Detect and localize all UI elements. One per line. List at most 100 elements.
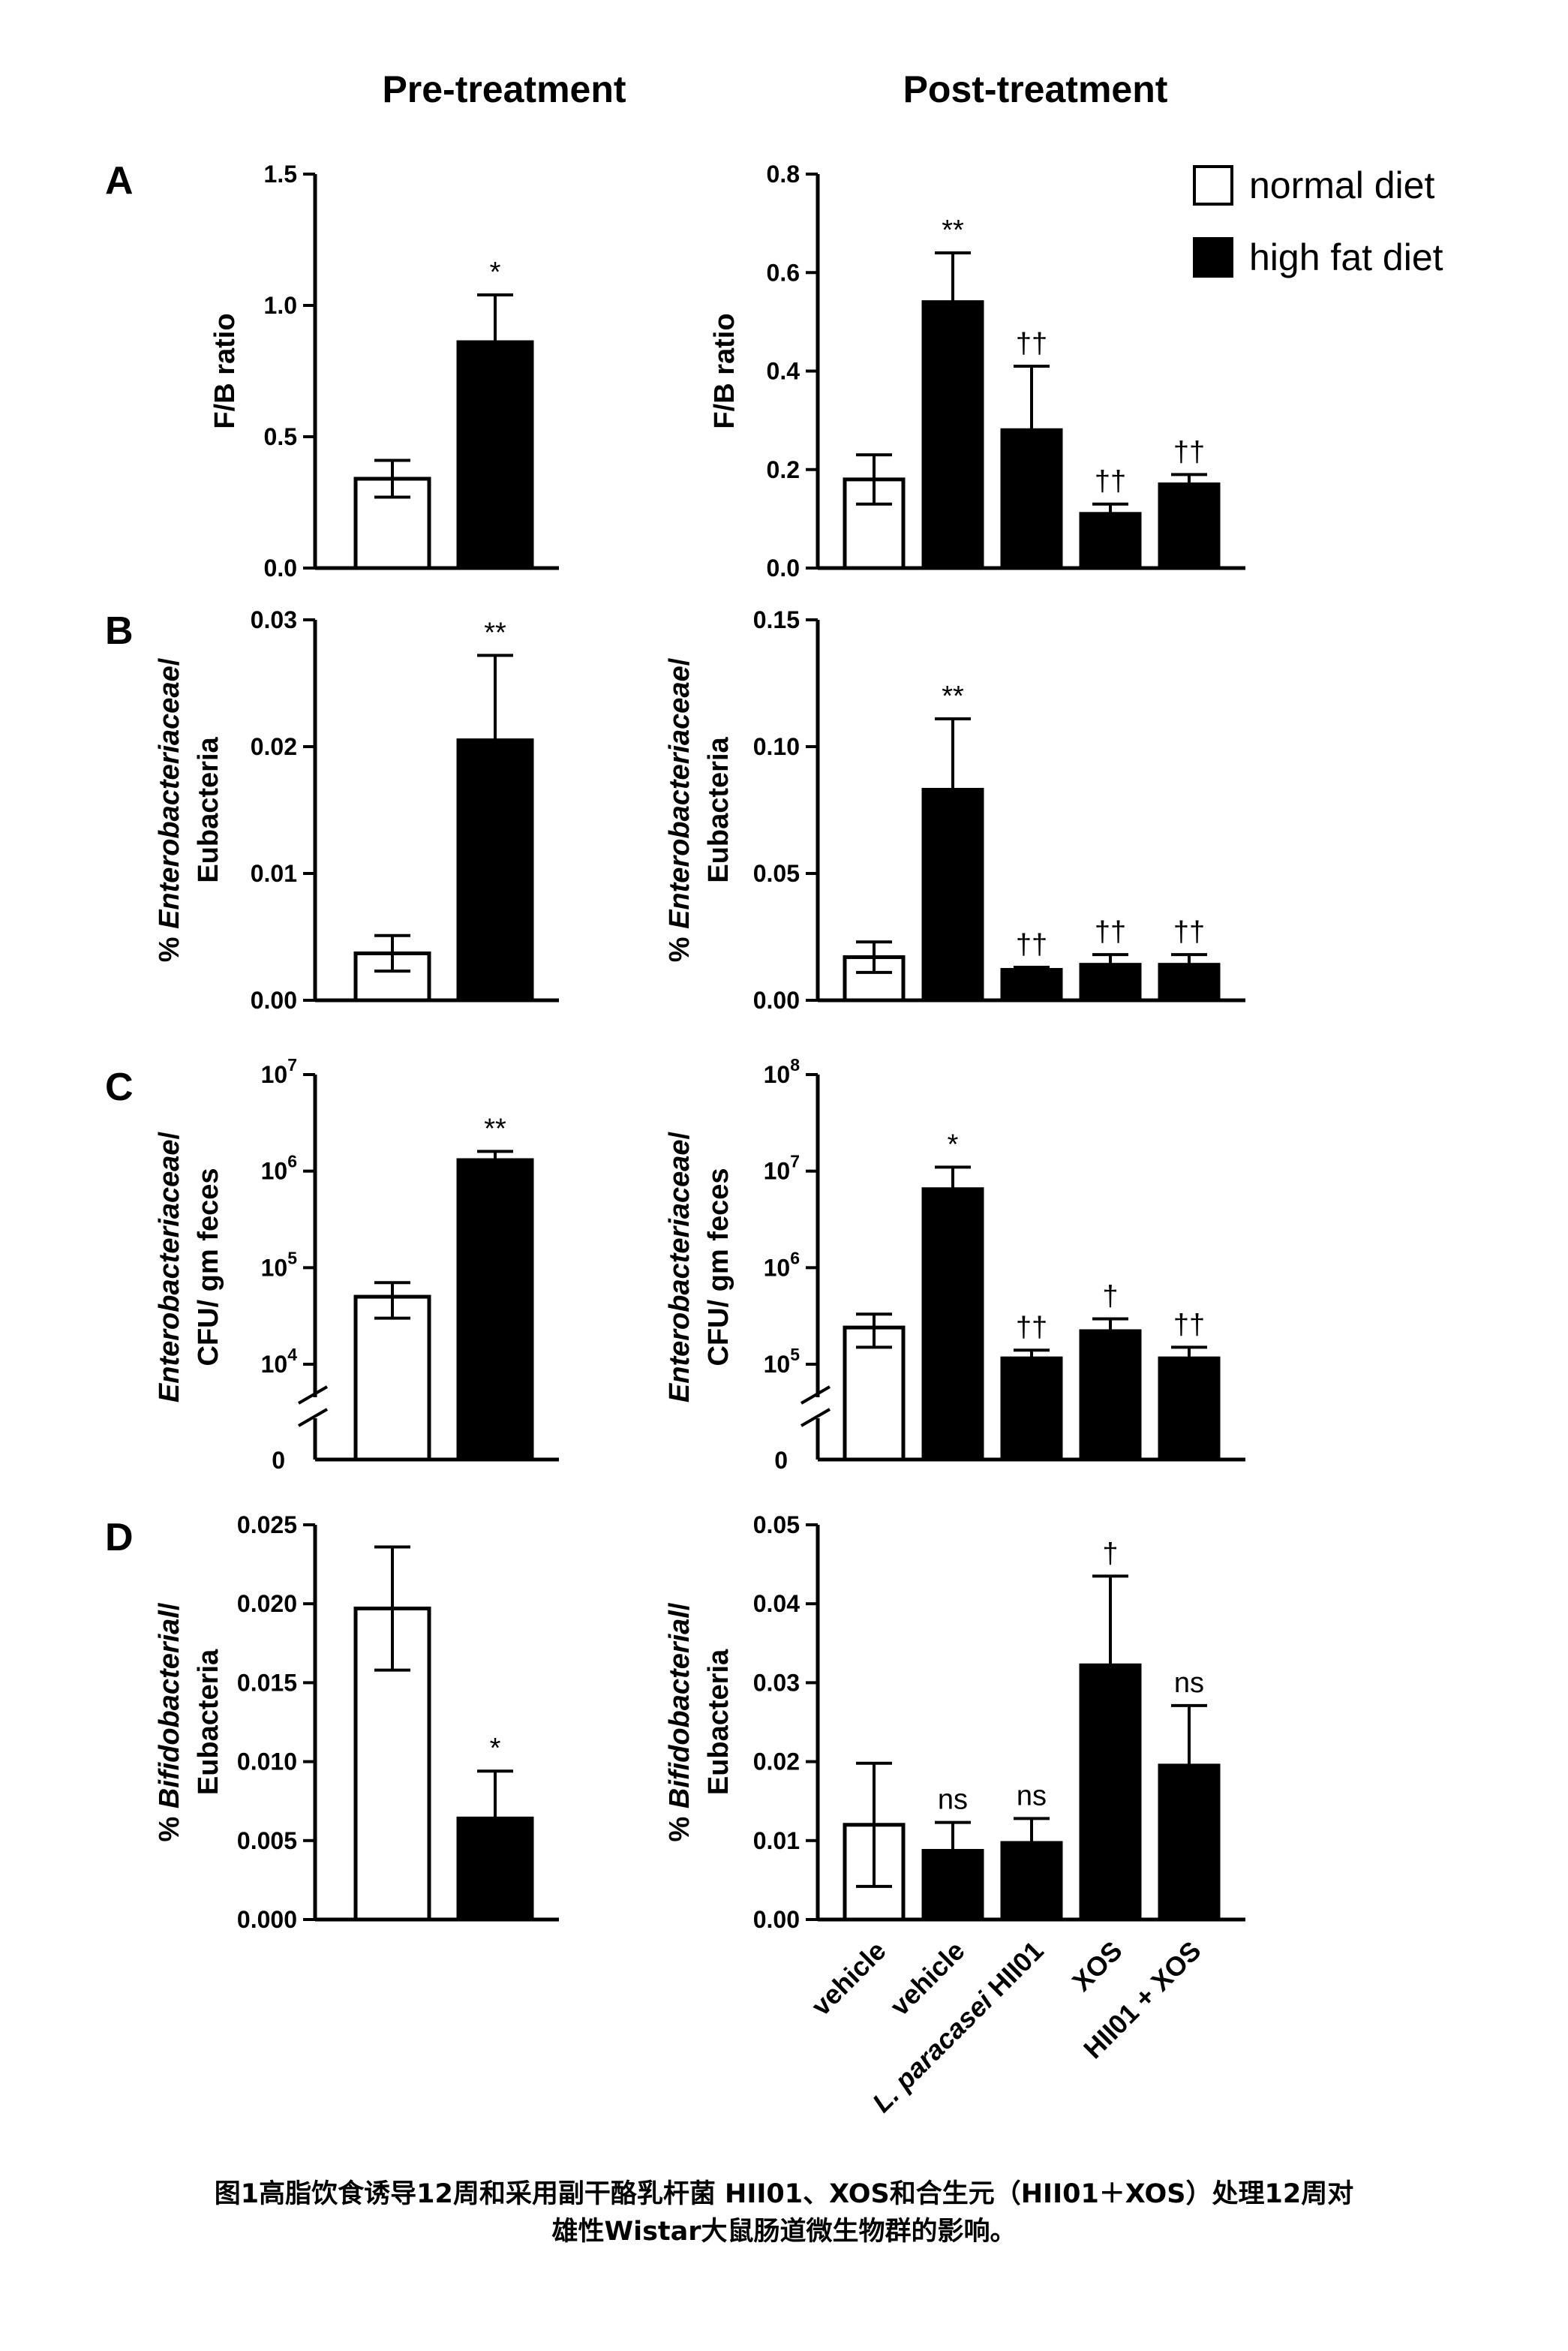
x-category-label-3-part-0: XOS (1066, 1935, 1128, 1998)
panel-b-post-bar-2 (1000, 967, 1063, 1003)
panel-a-post-annotation-3: †† (1095, 466, 1126, 498)
panel-a-post-bar-2 (1000, 428, 1063, 570)
panel-c-pre-axis-break-mark-1 (297, 1385, 329, 1405)
panel-c-post-y-tick-label-1: 106 (764, 1248, 800, 1281)
legend-swatch-1 (1193, 237, 1233, 278)
panel-d-post-y-tick-label-1: 0.01 (753, 1827, 800, 1854)
panel-c-post-y-tick-label-3-exp: 8 (790, 1055, 800, 1075)
panel-b-pre-y-axis-label-line-0-part-0: % (154, 929, 185, 962)
panel-c-pre-y-axis-label-line-1-part-0: CFU/ gm feces (193, 1168, 224, 1366)
panel-c-post-annotation-4: †† (1173, 1309, 1205, 1340)
panel-c-pre-y-tick-label-0-base: 10 (261, 1351, 288, 1378)
panel-b-pre-y-tick-label-1: 0.01 (251, 860, 297, 887)
column-title-post: Post-treatment (903, 68, 1168, 110)
panel-c-post-y-tick-label-2: 107 (764, 1152, 800, 1185)
panel-b-pre-y-axis-label-line-1-part-0: Eubacteria (193, 736, 224, 882)
panel-b-post-y-tick-label-3: 0.15 (753, 606, 800, 633)
panel-letter-a: A (105, 159, 134, 203)
panel-a-pre-y-tick-label-2: 1.0 (264, 292, 297, 319)
column-title-pre: Pre-treatment (382, 68, 626, 110)
panel-d-pre-y-axis-label-line-0-part-1: Bifidobacterial (154, 1610, 185, 1808)
panel-c-pre-y-axis-label-line-0: Enterobacteriaceae/ (154, 1131, 185, 1402)
panel-b-post-y-axis-label-line-1: Eubacteria (703, 736, 734, 882)
panel-b-pre-y-tick-label-3: 0.03 (251, 606, 297, 633)
panel-b-pre-y-tick-label-2: 0.02 (251, 733, 297, 760)
panel-c-post-annotation-3: † (1102, 1281, 1118, 1312)
panel-a-post-y-tick-label-4: 0.8 (767, 161, 800, 188)
panel-d-pre-y-axis-label-line-1-part-0: Eubacteria (193, 1649, 224, 1795)
panel-b-post-y-axis-label-line-0-part-0: % (664, 929, 695, 962)
panel-c-post-bar-3 (1079, 1329, 1142, 1462)
panel-c-pre-y-tick-label-1-exp: 5 (287, 1248, 297, 1267)
panel-d-post-y-axis-label-line-1-part-0: Eubacteria (703, 1649, 734, 1795)
panel-c-post-y-axis-label-line-1-part-0: CFU/ gm feces (703, 1168, 734, 1366)
panel-d-post-y-tick-label-0: 0.00 (753, 1906, 800, 1933)
panel-a-pre: 0.0 0.5 1.0 1.5 F/B ratio * (209, 161, 559, 582)
panel-c-post-y-tick-label-2-exp: 7 (790, 1152, 800, 1171)
panel-letter-d: D (105, 1516, 134, 1559)
panel-b-post-bar-3 (1079, 963, 1142, 1003)
panel-d-post-annotation-2: ns (1017, 1780, 1047, 1811)
panel-b-post-annotation-2: †† (1016, 929, 1047, 961)
panel-d-post-y-axis-label-line-1: Eubacteria (703, 1649, 734, 1795)
panel-a-post-y-tick-label-2: 0.4 (767, 358, 801, 385)
panel-b-pre-bar-1 (456, 738, 534, 1003)
panel-a-pre-y-tick-label-3: 1.5 (264, 161, 297, 188)
panel-b-post-y-axis-label-line-1-part-0: Eubacteria (703, 736, 734, 882)
panel-c-post-y-tick-label-3-base: 10 (764, 1061, 791, 1088)
panel-b-pre-y-axis-label-line-0-part-1: Enterobacteriaceae (154, 666, 185, 929)
panel-a-post-bar-1 (921, 300, 984, 570)
panel-c-pre-axis-break-mark-2 (297, 1408, 329, 1427)
panel-a-pre-y-axis-label: F/B ratio (209, 313, 241, 428)
panel-c-post-y-axis-label-line-1: CFU/ gm feces (703, 1168, 734, 1366)
panel-a-post-bar-4 (1158, 482, 1221, 570)
panel-d-pre-y-tick-label-4: 0.020 (237, 1590, 297, 1617)
panel-c-pre-y-axis-label-line-1: CFU/ gm feces (193, 1168, 224, 1366)
panel-d-post-bar-4 (1158, 1763, 1221, 1922)
panel-d-post-y-tick-label-4: 0.04 (753, 1590, 800, 1617)
panel-d-post-y-tick-label-3: 0.03 (753, 1669, 800, 1696)
panel-d-pre-y-axis-label-line-1: Eubacteria (193, 1649, 224, 1795)
panel-c-post-y-tick-label-3: 108 (764, 1055, 801, 1088)
panel-d-post-y-tick-label-5: 0.05 (753, 1511, 800, 1538)
panel-d-post: 0.000.010.020.030.040.05% Bifidobacteria… (664, 1511, 1245, 1933)
panel-b-post-annotation-4: †† (1173, 916, 1205, 948)
panel-a-post-y-tick-label-3: 0.6 (767, 259, 800, 286)
panel-d-pre-y-axis-label-line-0: % Bifidobacterial/ (154, 1602, 185, 1841)
panel-c-pre-y-axis-label-line-0-part-1: / (154, 1131, 185, 1139)
panel-a-post-annotation-4: †† (1173, 436, 1205, 467)
panel-c-post-y-tick-label-1-base: 10 (764, 1254, 791, 1281)
panel-c-post-y-tick-label-0-base: 10 (764, 1351, 791, 1378)
panel-d-post-y-axis-label-line-0-part-0: % (664, 1808, 695, 1841)
panel-d-pre-y-axis-label-line-0-part-0: % (154, 1808, 185, 1841)
panel-d-post-bar-1 (921, 1848, 984, 1922)
panel-b-post: 0.000.050.100.15% Enterobacteriaceae/Eub… (664, 606, 1245, 1014)
panel-c-post-annotation-2: †† (1016, 1312, 1047, 1343)
panel-c-pre-y-tick-label-0-exp: 4 (287, 1345, 297, 1364)
panel-a-pre-y-tick-label-1: 0.5 (264, 423, 297, 450)
panel-b-post-y-tick-label-2: 0.10 (753, 733, 800, 760)
panel-d-pre-y-tick-label-1: 0.005 (237, 1827, 297, 1854)
panel-c-post-y-axis-label-line-0-part-0: Enterobacteriaceae (664, 1139, 695, 1402)
panel-b-pre-y-axis-label-line-0: % Enterobacteriaceae/ (154, 657, 185, 962)
panel-c-post-y-axis-label-line-0: Enterobacteriaceae/ (664, 1131, 695, 1402)
panel-d-post-y-axis-label-line-0-part-1: Bifidobacterial (664, 1610, 695, 1808)
panel-b-pre-annotation-1: ** (484, 617, 506, 648)
x-category-label-0-part-0: vehicle (805, 1935, 891, 2022)
panel-a-pre-y-tick-label-0: 0.0 (264, 555, 297, 582)
panel-b-post-y-tick-label-1: 0.05 (753, 860, 800, 887)
panel-d-post-bar-2 (1000, 1841, 1063, 1922)
x-category-label-3: XOS (1066, 1935, 1128, 1998)
panel-d-post-annotation-1: ns (938, 1784, 968, 1816)
panel-c-post-y-tick-label-2-base: 10 (764, 1158, 791, 1185)
panel-a-post-bar-3 (1079, 512, 1142, 570)
panel-d-pre-y-tick-label-2: 0.010 (237, 1748, 297, 1775)
panel-a-post-annotation-2: †† (1016, 328, 1047, 359)
panel-b-pre-y-tick-label-0: 0.00 (251, 987, 297, 1014)
panel-c-post-bar-0 (843, 1325, 906, 1462)
panel-c-pre-y-tick-label-1-base: 10 (261, 1254, 288, 1281)
panel-c-pre-y-tick-label-2: 106 (261, 1152, 297, 1185)
